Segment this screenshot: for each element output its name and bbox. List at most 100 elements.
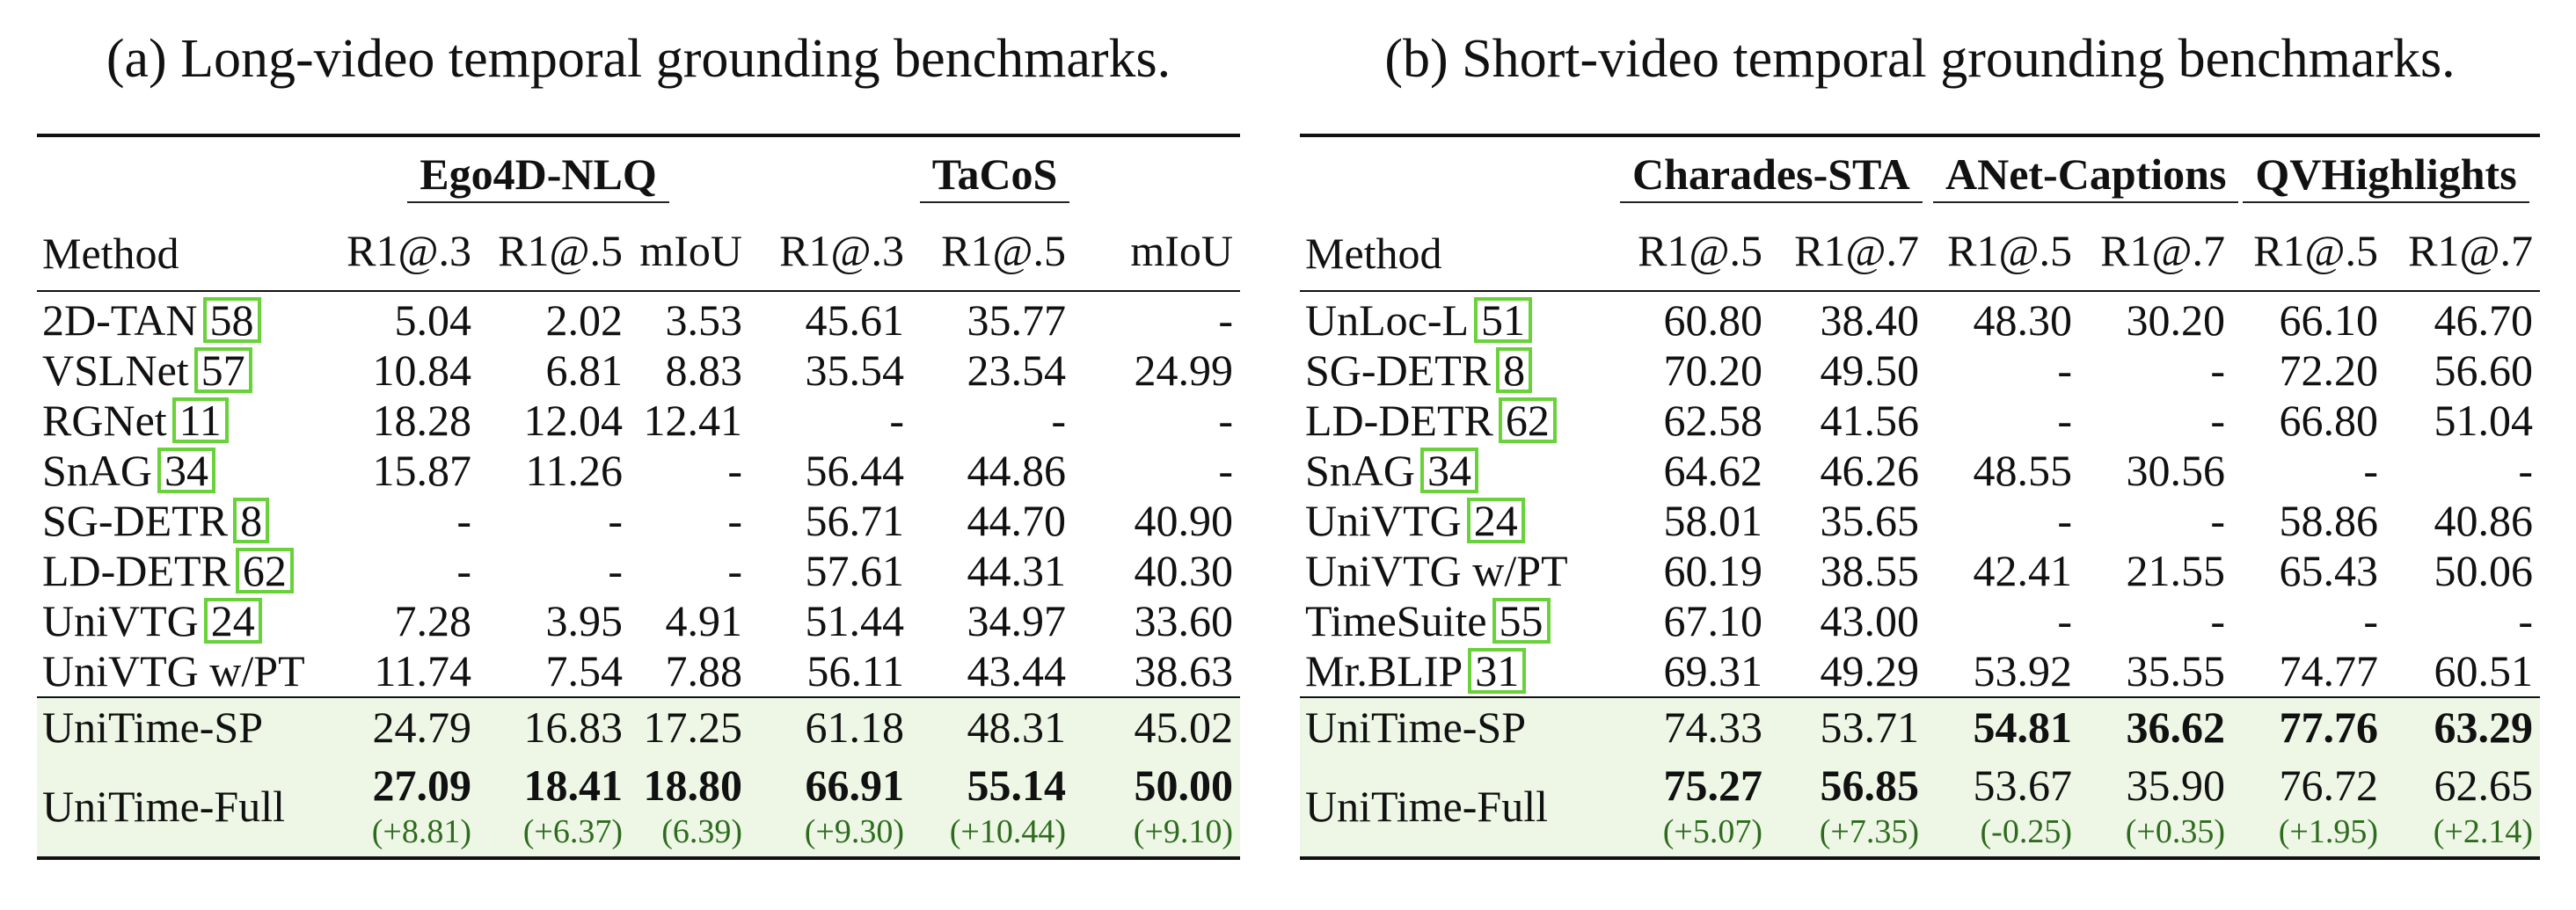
metric-header: R1@.7: [2408, 226, 2534, 275]
cell: 51.04: [2434, 396, 2534, 445]
citation-link[interactable]: 51: [1474, 297, 1533, 343]
cell: 11.26: [525, 446, 623, 495]
cell: 66.91: [805, 761, 905, 810]
group-header: Charades-STA: [1613, 135, 1926, 211]
cell: 54.81: [1926, 696, 2079, 756]
cell: -: [2210, 396, 2225, 445]
metric-header: R1@.5: [941, 226, 1067, 275]
table-row: SnAG 34 64.62 46.26 48.55 30.56 - -: [1300, 446, 2540, 496]
cell: 17.25: [630, 696, 750, 756]
delta-cell: (6.39): [661, 813, 743, 850]
cell: 34.97: [967, 596, 1067, 645]
cell: 44.31: [967, 546, 1067, 595]
citation-link[interactable]: 8: [1496, 347, 1533, 393]
cell: 65.43: [2279, 546, 2379, 595]
cell: 46.26: [1820, 446, 1920, 495]
cell: -: [2210, 346, 2225, 395]
cell: 61.18: [749, 696, 912, 756]
cell: 58.01: [1663, 496, 1763, 545]
panel-a-table: Method Ego4D-NLQ TaCoS R1@.3 R1@.5 mIoU …: [37, 134, 1241, 860]
delta-cell: (+0.35): [2125, 813, 2225, 850]
delta-cell: (-0.25): [1980, 813, 2072, 850]
cell: 43.44: [967, 646, 1067, 695]
cell: 6.81: [545, 346, 624, 395]
method-cell: LD-DETR 62: [37, 546, 327, 596]
method-name: UniTime-Full: [1305, 782, 1549, 831]
cell: 38.55: [1820, 546, 1920, 595]
cell: 60.80: [1663, 295, 1763, 345]
cell: 5.04: [394, 295, 472, 345]
citation-link[interactable]: 34: [157, 448, 216, 493]
citation-link[interactable]: 8: [233, 498, 270, 543]
cell: -: [456, 496, 471, 545]
cell: 76.72: [2279, 761, 2379, 810]
cell: 53.67: [1973, 761, 2073, 810]
table-row: UniTime-SP 74.33 53.71 54.81 36.62 77.76…: [1300, 696, 2541, 756]
cell: 30.20: [2126, 295, 2226, 345]
cell: 35.65: [1820, 496, 1920, 545]
method-name: LD-DETR: [42, 546, 230, 595]
citation-link[interactable]: 58: [202, 297, 261, 343]
cell: 48.30: [1973, 295, 2073, 345]
citation-link[interactable]: 57: [193, 347, 252, 393]
cell: 48.31: [911, 696, 1074, 756]
group-label: QVHighlights: [2243, 147, 2529, 203]
cell: -: [2518, 446, 2534, 495]
cell: 24.79: [327, 696, 478, 756]
cell: 40.90: [1134, 496, 1234, 545]
cell: 10.84: [372, 346, 472, 395]
cell: 7.54: [545, 646, 624, 695]
metric-header: R1@.7: [1794, 226, 1919, 275]
table-row: Mr.BLIP 31 69.31 49.29 53.92 35.55 74.77 60.51: [1300, 646, 2540, 697]
cell: 35.90: [2126, 761, 2226, 810]
method-cell: SG-DETR 8: [1300, 346, 1613, 396]
metric-header: R1@.5: [1638, 226, 1762, 275]
citation-link[interactable]: 55: [1492, 598, 1551, 644]
method-cell: UniVTG 24: [37, 596, 327, 646]
cell: 23.54: [967, 346, 1067, 395]
cell: 63.29: [2385, 696, 2541, 756]
cell: -: [2057, 496, 2072, 545]
method-cell: RGNet 11: [37, 396, 327, 446]
table-row: SG-DETR 8 70.20 49.50 - - 72.20 56.60: [1300, 346, 2540, 396]
metric-header: R1@.7: [2100, 226, 2225, 275]
cell: 3.53: [665, 295, 743, 345]
table-row: 2D-TAN 58 5.04 2.02 3.53 45.61 35.77 -: [37, 291, 1240, 346]
delta-cell: (+5.07): [1662, 813, 1762, 850]
metric-header: R1@.5: [2253, 226, 2378, 275]
citation-link[interactable]: 34: [1420, 448, 1479, 493]
citation-link[interactable]: 24: [1466, 498, 1525, 543]
citation-link[interactable]: 31: [1468, 648, 1527, 694]
baseline-rows: 2D-TAN 58 5.04 2.02 3.53 45.61 35.77- VSLNet 57 1…: [37, 291, 1240, 697]
cell: 43.00: [1820, 596, 1920, 645]
citation-link[interactable]: 11: [171, 397, 229, 443]
cell: 45.02: [1073, 696, 1241, 756]
method-cell: UniVTG 24: [1300, 496, 1613, 546]
metric-header: R1@.3: [347, 226, 471, 275]
citation-link[interactable]: 24: [203, 598, 262, 644]
cell: 66.10: [2279, 295, 2379, 345]
cell: 67.10: [1663, 596, 1763, 645]
cell: 12.04: [523, 396, 624, 445]
cell: 74.77: [2279, 646, 2379, 695]
cell: 60.51: [2434, 646, 2534, 695]
cell: -: [889, 396, 905, 445]
cell: 46.70: [2434, 295, 2534, 345]
panel-a-caption: (a) Long-video temporal grounding benchm…: [106, 29, 1171, 89]
cell: 38.40: [1820, 295, 1920, 345]
cell: 70.20: [1663, 346, 1763, 395]
method-cell: Mr.BLIP 31: [1300, 646, 1613, 697]
table-row: UnLoc-L 51 60.80 38.40 48.30 30.20 66.10 46.70: [1300, 291, 2540, 346]
cell: 56.11: [806, 646, 905, 695]
cell: 72.20: [2279, 346, 2379, 395]
cell: 53.92: [1973, 646, 2073, 695]
cell: 77.76: [2232, 696, 2385, 756]
metric-header: R1@.5: [498, 226, 623, 275]
method-name: RGNet: [42, 396, 167, 445]
citation-link[interactable]: 62: [235, 548, 294, 593]
cell: 40.30: [1134, 546, 1234, 595]
cell: 58.86: [2279, 496, 2379, 545]
cell: 48.55: [1973, 446, 2073, 495]
citation-link[interactable]: 62: [1498, 397, 1557, 443]
method-name: UniTime-SP: [1300, 696, 1613, 756]
